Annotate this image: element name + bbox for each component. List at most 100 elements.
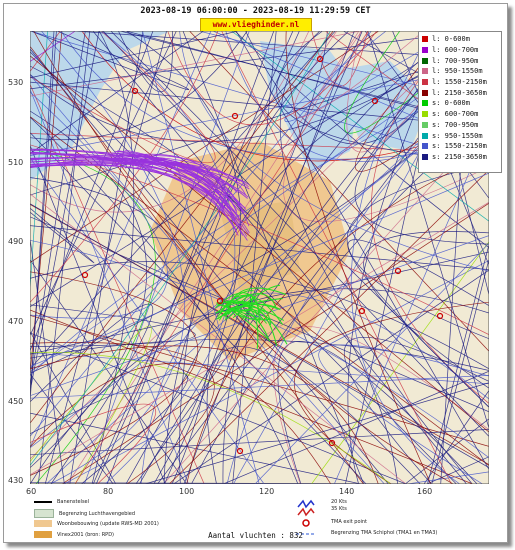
- y-tick-label: 530: [8, 78, 24, 87]
- legend-label: l: 0-600m: [432, 35, 470, 44]
- legend-item: l: 1550-2150m: [422, 77, 499, 88]
- flight-track: [407, 471, 489, 484]
- arrival-track: [30, 151, 223, 208]
- tma-exit-marker: [358, 307, 366, 315]
- y-tick-label: 510: [8, 158, 24, 167]
- flight-track: [30, 31, 489, 166]
- legend-item: s: 600-700m: [422, 109, 499, 120]
- x-tick-label: 80: [103, 487, 114, 496]
- flight-track: [30, 201, 489, 476]
- flight-track: [30, 65, 489, 156]
- flight-track: [92, 31, 467, 484]
- flight-track: [30, 193, 407, 484]
- flight-track: [30, 339, 489, 371]
- tma-exit-marker: [131, 87, 139, 95]
- flight-track: [30, 31, 76, 62]
- tma-exit-icon: [302, 519, 310, 527]
- flight-track: [30, 145, 166, 484]
- flight-track: [92, 31, 294, 484]
- airport-area-icon: [34, 509, 54, 518]
- tma-exit-marker: [231, 112, 239, 120]
- legend-item: l: 950-1550m: [422, 66, 499, 77]
- altitude-legend: l: 0-600m l: 600-700m l: 700-950m l: 950-15…: [418, 31, 502, 173]
- key-wind-35: 35 Kts: [331, 506, 347, 512]
- key-vinex: Vinex2001 (bron: RPD): [34, 531, 114, 538]
- flight-track: [144, 382, 489, 484]
- departure-track: [231, 307, 255, 320]
- flight-track: [30, 31, 336, 370]
- flight-track: [30, 303, 154, 484]
- legend-label: s: 700-950m: [432, 120, 479, 129]
- key-housing-label: Woonbebouwing (update RWS-MD 2001): [57, 520, 159, 527]
- legend-item: l: 700-950m: [422, 55, 499, 66]
- flight-track: [44, 31, 167, 484]
- legend-label: l: 950-1550m: [432, 67, 483, 76]
- flight-track: [30, 31, 177, 336]
- flight-track: [30, 31, 57, 397]
- legend-swatch: [422, 132, 428, 139]
- departure-track: [216, 303, 262, 320]
- flight-track: [427, 244, 489, 484]
- flight-track: [95, 31, 300, 484]
- flight-track: [311, 31, 369, 87]
- departure-track: [219, 294, 284, 325]
- flight-track: [179, 31, 350, 484]
- departure-track: [226, 300, 271, 326]
- flight-track: [30, 403, 156, 484]
- flight-track: [423, 390, 489, 484]
- legend-swatch: [422, 143, 428, 150]
- flight-track: [294, 301, 489, 484]
- arrival-track: [30, 153, 236, 222]
- flight-track: [30, 95, 489, 449]
- flight-track: [84, 31, 250, 484]
- flight-track: [30, 259, 187, 484]
- tma-exit-marker: [394, 267, 402, 275]
- departure-track: [226, 298, 283, 311]
- legend-label: s: 600-700m: [432, 110, 479, 119]
- flight-track: [30, 351, 391, 484]
- y-tick-label: 430: [8, 476, 24, 485]
- legend-item: l: 2150-3650m: [422, 87, 499, 98]
- flight-track: [318, 344, 489, 484]
- flight-track: [30, 31, 248, 141]
- flight-track: [284, 31, 454, 122]
- flight-track: [273, 326, 489, 484]
- tma-exit-points: [81, 55, 444, 455]
- site-badge[interactable]: www.vlieghinder.nl: [200, 18, 312, 32]
- flight-track: [30, 47, 489, 373]
- flight-track: [347, 239, 489, 408]
- flight-track: [30, 375, 489, 399]
- tma-boundary-label: Begrenzing TMA Schiphol (TMA1 en TMA3): [331, 530, 438, 536]
- flight-track: [30, 31, 334, 424]
- wind-icon: [297, 499, 315, 517]
- legend-swatch: [422, 111, 428, 118]
- departure-track: [217, 290, 254, 318]
- flight-track: [30, 372, 189, 484]
- y-tick-label: 470: [8, 317, 24, 326]
- flight-track: [431, 259, 489, 484]
- flight-track: [363, 231, 489, 389]
- tma-exit-marker: [436, 312, 444, 320]
- flight-track: [30, 31, 48, 290]
- tma-exit-marker: [236, 447, 244, 455]
- arrival-track: [114, 153, 229, 209]
- flight-track: [231, 31, 489, 222]
- flight-track: [30, 116, 299, 484]
- flight-track: [179, 31, 489, 272]
- flight-track: [101, 31, 236, 484]
- flight-track: [30, 148, 156, 484]
- flight-track: [234, 31, 489, 248]
- legend-swatch: [422, 57, 428, 64]
- flight-track: [30, 74, 385, 484]
- departure-track: [227, 301, 259, 349]
- departure-track: [215, 309, 258, 317]
- flight-track: [46, 77, 489, 484]
- key-housing: Woonbebouwing (update RWS-MD 2001): [34, 520, 159, 527]
- key-runway-label: Banenstelsel: [57, 498, 90, 505]
- legend-label: s: 0-600m: [432, 99, 470, 108]
- legend-swatch: [422, 121, 428, 128]
- flight-track: [30, 331, 117, 484]
- flight-track: [235, 31, 489, 470]
- flight-track: [30, 31, 372, 437]
- flight-track: [311, 241, 489, 484]
